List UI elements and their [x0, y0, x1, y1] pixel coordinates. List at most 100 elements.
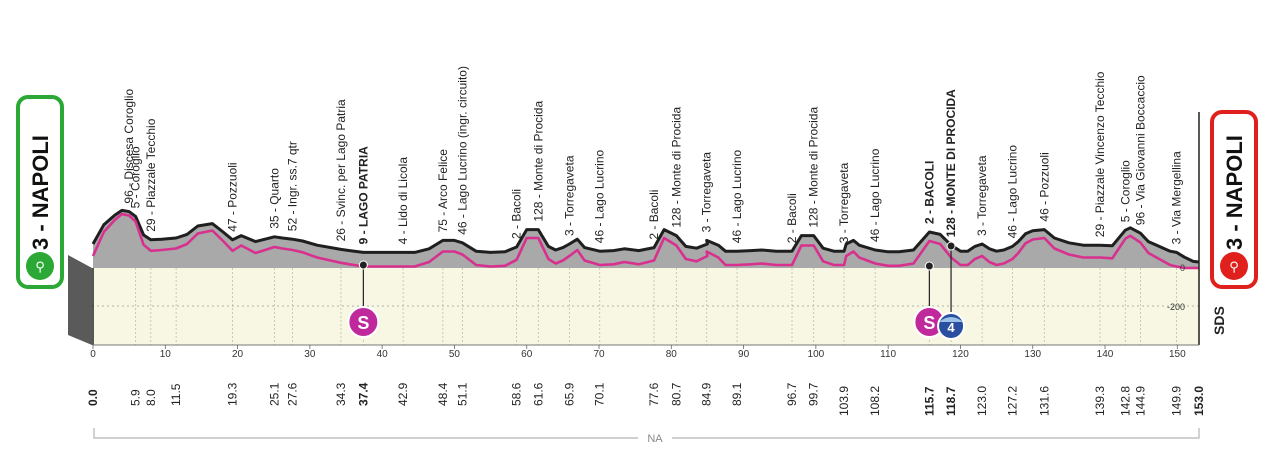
place-label: 46 - Lago Lucrino — [1006, 145, 1020, 239]
place-label: 26 - Svinc. per Lago Patria — [334, 99, 348, 241]
place-label: 46 - Lago Lucrino — [868, 148, 882, 242]
place-label: 75 - Arco Felice — [436, 149, 450, 233]
waypoint-km-label: 25.1 — [267, 382, 281, 406]
waypoint-km-label: 84.9 — [700, 382, 714, 406]
start-label: 3 - NAPOLI — [28, 135, 53, 250]
place-label: 128 - Monte di Procida — [669, 107, 683, 228]
waypoint-km-label: 115.7 — [922, 386, 936, 416]
place-label: 3 - Torregaveta — [562, 155, 576, 236]
km-tick-label: 130 — [1024, 349, 1041, 360]
region-label: NA — [647, 433, 663, 445]
km-tick-label: 0 — [90, 349, 96, 360]
place-label: 29 - Piazzale Vincenzo Tecchio — [1093, 71, 1107, 237]
waypoint-km-label: 153.0 — [1192, 386, 1206, 416]
start-badge: 3 - NAPOLI ⚲ — [16, 95, 64, 289]
place-label: 3 - Torregaveta — [700, 152, 714, 233]
finish-label: 3 - NAPOLI — [1222, 135, 1247, 250]
brand-logo: SDS — [1211, 306, 1227, 335]
km-tick-label: 60 — [521, 349, 533, 360]
km-tick-label: 50 — [449, 349, 461, 360]
waypoint-km-label: 139.3 — [1093, 386, 1107, 416]
svg-text:S: S — [923, 313, 935, 333]
waypoint-km-label: 142.8 — [1118, 386, 1132, 416]
place-label: 47 - Pozzuoli — [226, 162, 240, 231]
waypoint-km-label: 123.0 — [975, 386, 989, 416]
place-label: 2 - Bacoli — [785, 193, 799, 243]
waypoint-km-label: 8.0 — [144, 389, 158, 406]
km-tick-label: 150 — [1169, 349, 1186, 360]
waypoint-km-label: 127.2 — [1006, 386, 1020, 416]
km-tick-label: 30 — [304, 349, 316, 360]
km-tick-label: 140 — [1097, 349, 1114, 360]
place-label: 35 - Quarto — [267, 168, 281, 229]
place-label: 96 - Discesa Coroglio — [122, 89, 136, 204]
svg-text:S: S — [357, 313, 369, 333]
waypoint-km-label: 89.1 — [730, 382, 744, 406]
place-label: 46 - Lago Lucrino (ingr. circuito) — [455, 66, 469, 235]
place-label: 29 - Piazzale Tecchio — [144, 118, 158, 232]
km-tick-label: 40 — [377, 349, 389, 360]
sprint-marker: S — [347, 260, 380, 338]
km-tick-label: 10 — [160, 349, 172, 360]
place-label: 5 - Coroglio — [1118, 160, 1132, 222]
place-label: 128 - Monte di Procida — [531, 101, 545, 222]
km-tick-label: 120 — [952, 349, 969, 360]
waypoint-km-label: 11.5 — [169, 383, 183, 406]
place-label: 96 - Via Giovanni Boccaccio — [1133, 75, 1147, 225]
waypoint-km-label: 51.1 — [455, 382, 469, 406]
place-label: 128 - MONTE DI PROCIDA — [944, 89, 958, 237]
waypoint-km-label: 48.4 — [436, 382, 450, 406]
route-line — [91, 212, 1199, 270]
place-label: 2 - BACOLI — [922, 161, 936, 224]
km-tick-label: 100 — [808, 349, 825, 360]
waypoint-km-label: 131.6 — [1037, 386, 1051, 416]
waypoint-km-label: 96.7 — [785, 382, 799, 406]
waypoint-km-label: 70.1 — [593, 382, 607, 406]
waypoint-km-label: 0.0 — [86, 389, 100, 406]
place-label: 3 - Torregaveta — [837, 162, 851, 243]
climb-category-marker: 4 — [937, 241, 966, 340]
waypoint-km-label: 108.2 — [868, 386, 882, 416]
waypoint-km-label: 144.9 — [1133, 386, 1147, 416]
waypoint-km-label: 19.3 — [226, 382, 240, 406]
place-label: 52 - Ingr. ss.7 qtr — [286, 141, 300, 231]
place-label: 2 - Bacoli — [510, 189, 524, 239]
terrain-edge — [91, 208, 1200, 264]
waypoint-km-label: 37.4 — [356, 382, 370, 406]
place-label: 46 - Lago Lucrino — [730, 149, 744, 243]
place-label: 3 - Via Mergellina — [1170, 151, 1184, 244]
place-label: 128 - Monte di Procida — [807, 107, 821, 228]
km-tick-label: 20 — [232, 349, 244, 360]
place-label: 46 - Lago Lucrino — [593, 149, 607, 243]
place-label: 46 - Pozzuoli — [1037, 152, 1051, 221]
waypoint-km-label: 34.3 — [334, 382, 348, 406]
finish-cyclist-icon — [1220, 252, 1248, 280]
plot-background — [92, 268, 1200, 345]
finish-badge: 3 - NAPOLI ⚲ — [1210, 110, 1258, 289]
waypoint-km-label: 42.9 — [396, 382, 410, 406]
elevation-tick-label: -200 — [1167, 302, 1185, 312]
svg-text:⚲: ⚲ — [35, 260, 45, 275]
waypoint-km-label: 149.9 — [1170, 386, 1184, 416]
profile-depth — [68, 255, 92, 345]
waypoint-km-label: 61.6 — [531, 382, 545, 406]
svg-text:⚲: ⚲ — [1229, 260, 1239, 275]
place-label: 9 - LAGO PATRIA — [356, 146, 370, 245]
waypoint-km-label: 5.9 — [129, 389, 143, 406]
waypoint-km-label: 65.9 — [562, 382, 576, 406]
elevation-tick-label: 0 — [1180, 263, 1185, 273]
place-label: 2 - Bacoli — [647, 190, 661, 240]
km-tick-label: 110 — [880, 349, 896, 360]
km-tick-label: 90 — [738, 349, 750, 360]
place-label: 4 - Lido di Licola — [396, 157, 410, 245]
km-tick-label: 80 — [666, 349, 678, 360]
waypoint-km-label: 103.9 — [837, 386, 851, 416]
place-label: 3 - Torregaveta — [975, 155, 989, 236]
km-tick-label: 70 — [593, 349, 605, 360]
waypoint-km-label: 27.6 — [286, 382, 300, 406]
waypoint-km-label: 118.7 — [944, 386, 958, 416]
waypoint-km-label: 80.7 — [669, 382, 683, 406]
waypoint-km-label: 99.7 — [807, 382, 821, 406]
waypoint-km-label: 77.6 — [647, 382, 661, 406]
